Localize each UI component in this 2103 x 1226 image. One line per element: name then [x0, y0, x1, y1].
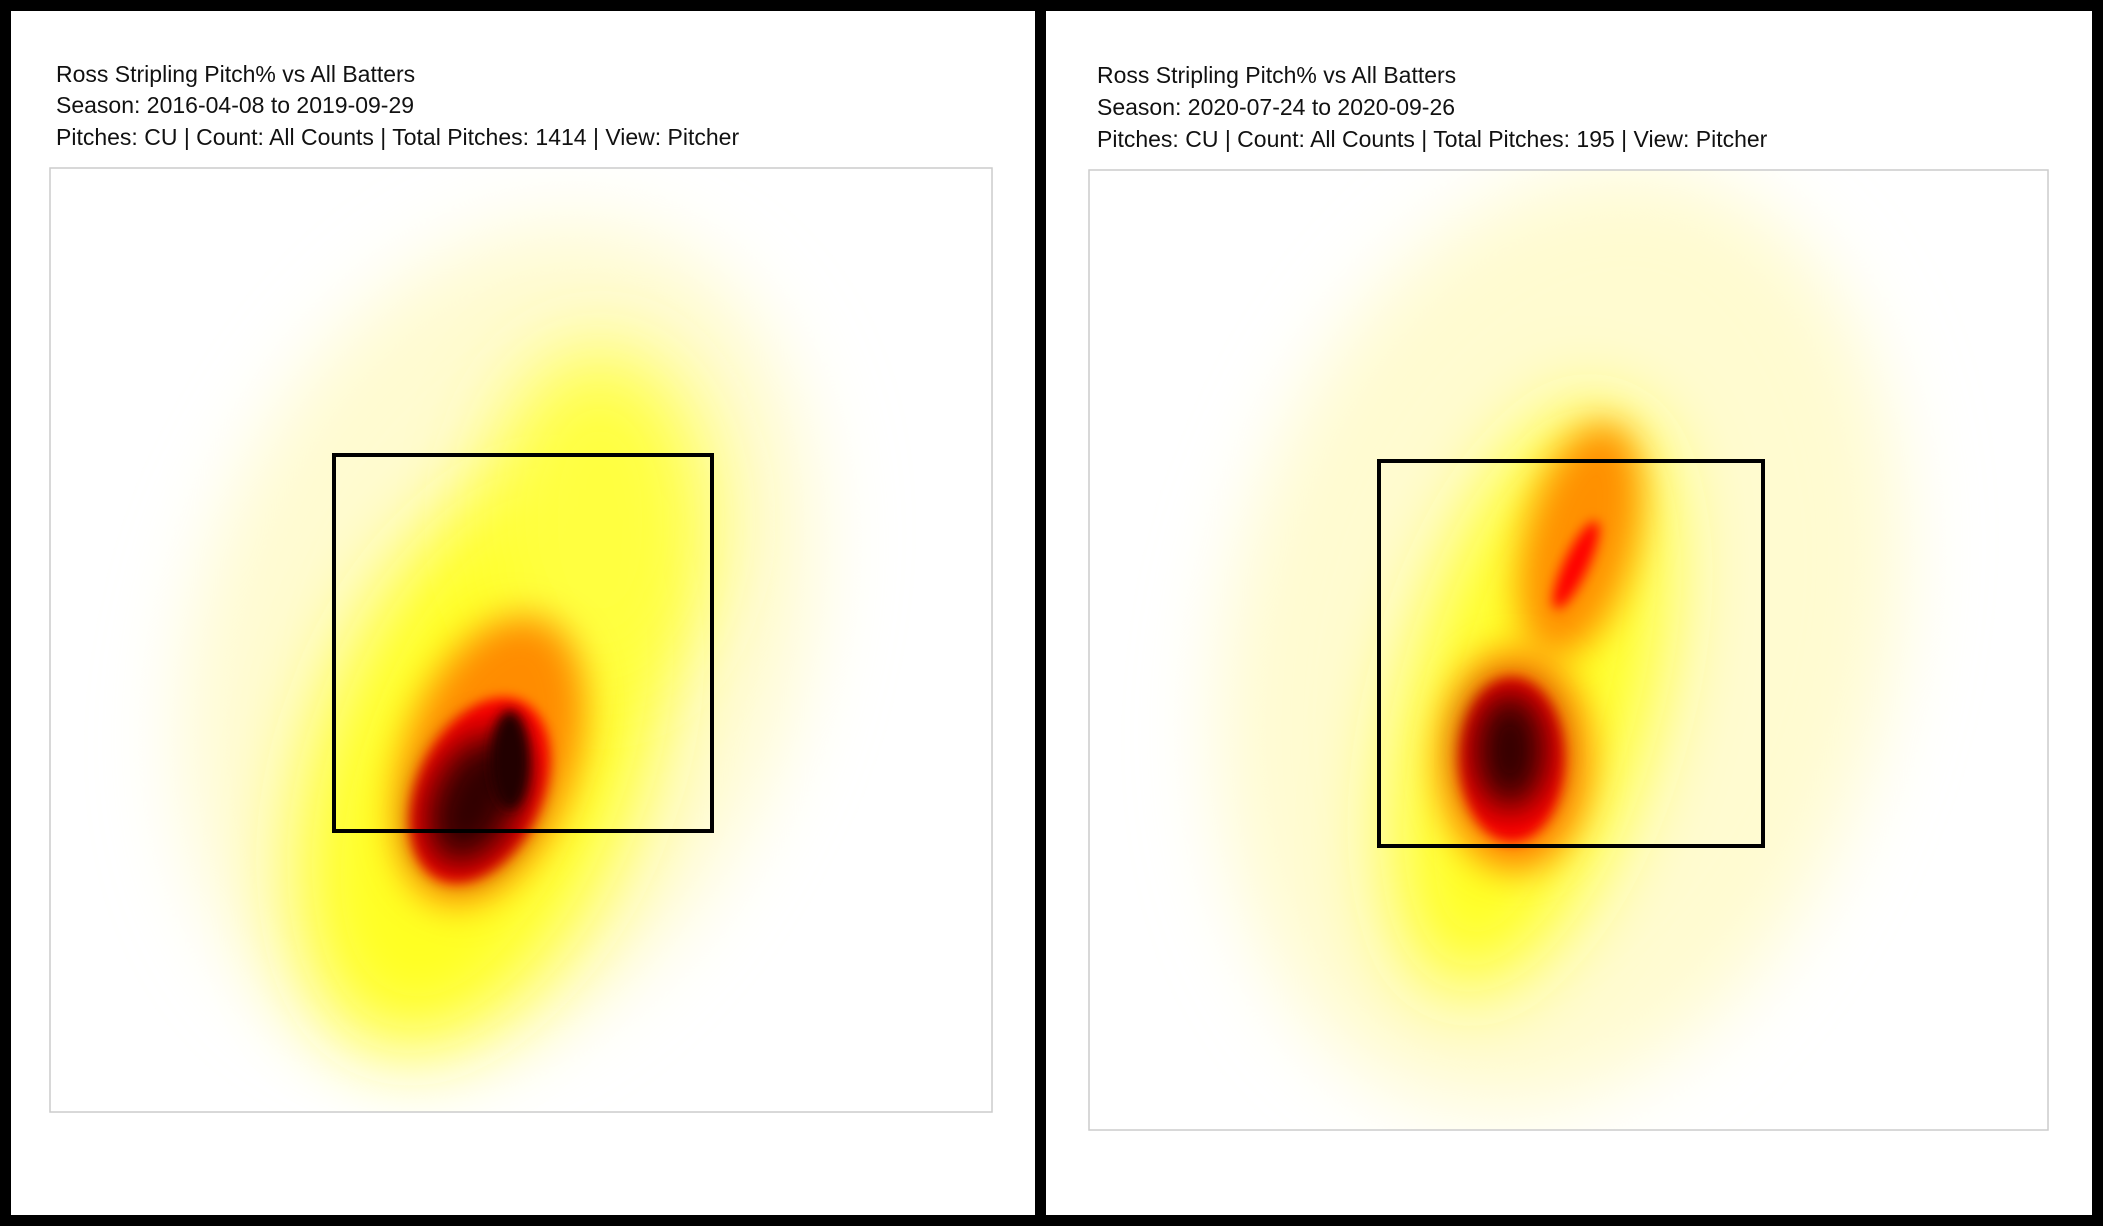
heatmap	[1089, 170, 2048, 1130]
panel-season: Season: 2020-07-24 to 2020-09-26	[1097, 94, 1455, 120]
panel-title: Ross Stripling Pitch% vs All Batters	[1097, 62, 1456, 88]
heat-red	[1552, 521, 1600, 609]
strike-zone	[1377, 459, 1765, 848]
heatmap	[50, 168, 992, 1112]
plot-frame	[1088, 169, 2049, 1131]
heat-core	[490, 710, 530, 810]
strike-zone	[332, 453, 714, 833]
heat-yellow	[490, 350, 710, 690]
heat-core	[1472, 690, 1548, 810]
plot-frame	[49, 167, 993, 1113]
panel-details: Pitches: CU | Count: All Counts | Total …	[56, 124, 739, 150]
panel-season: Season: 2016-04-08 to 2019-09-29	[56, 92, 414, 118]
panel-title: Ross Stripling Pitch% vs All Batters	[56, 61, 415, 87]
panel-details: Pitches: CU | Count: All Counts | Total …	[1097, 126, 1768, 152]
